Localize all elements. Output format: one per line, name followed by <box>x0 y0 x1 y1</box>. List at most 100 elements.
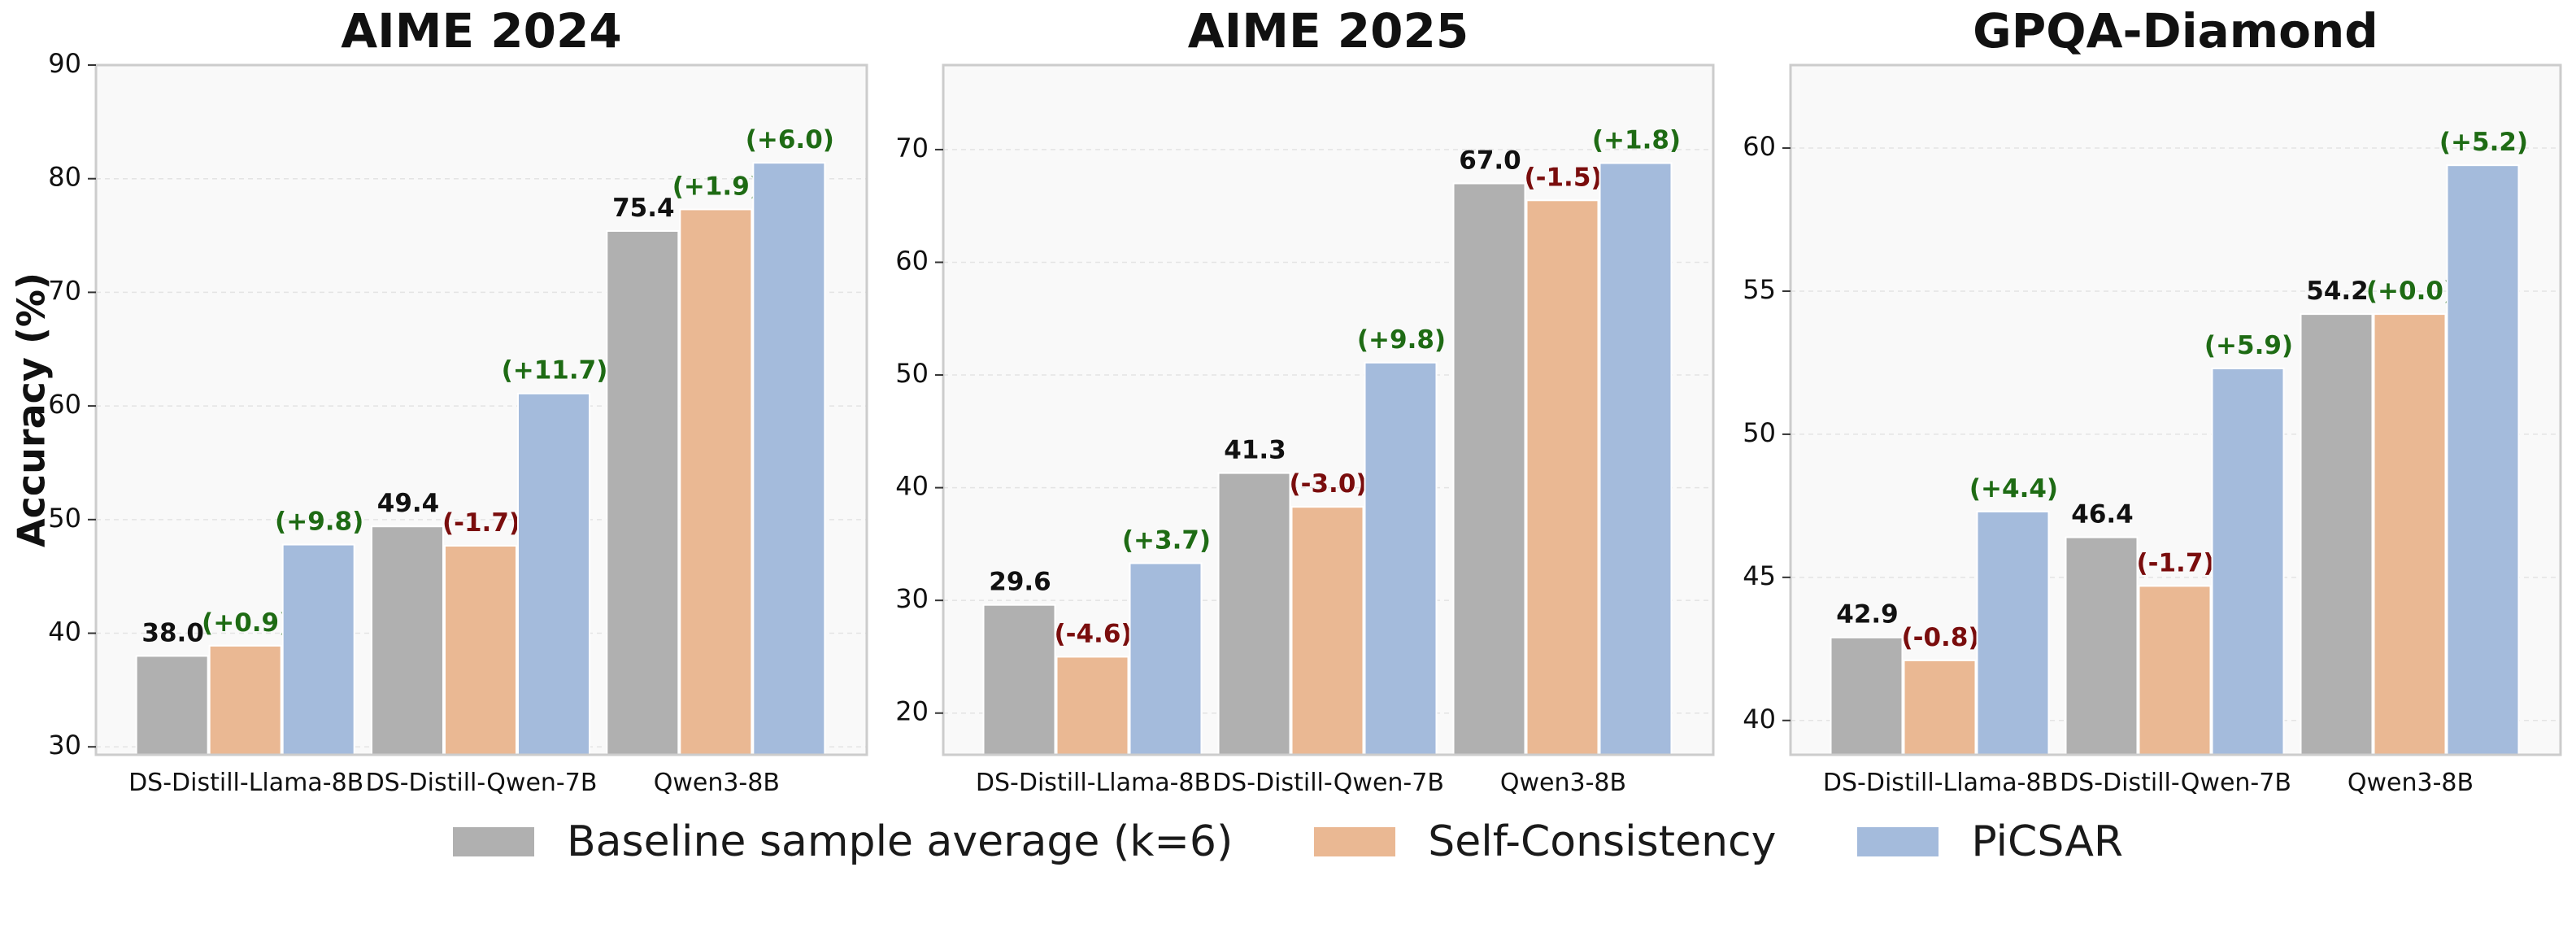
bar-baseline <box>606 229 680 756</box>
y-tick-label: 80 <box>48 162 81 193</box>
data-label: 42.9 <box>1836 600 1899 630</box>
delta-label: (+0.0) <box>2366 277 2455 306</box>
bar-picsar <box>517 392 590 756</box>
x-tick-label: DS-Distill-Qwen-7B <box>1212 769 1444 797</box>
bar-baseline <box>982 604 1056 756</box>
x-tick-label: Qwen3-8B <box>654 769 780 797</box>
legend-item-baseline: Baseline sample average (k=6) <box>452 817 1234 866</box>
delta-label: (+0.9) <box>202 608 290 638</box>
bar-self-consistency <box>679 208 753 756</box>
delta-label: (+9.8) <box>1357 325 1446 355</box>
bar-baseline <box>2065 536 2139 756</box>
y-tick-label: 40 <box>48 617 81 647</box>
y-tick-label: 40 <box>1743 704 1776 734</box>
y-axis-label: Accuracy (%) <box>10 272 54 547</box>
data-label: 67.0 <box>1459 146 1521 175</box>
bar-self-consistency <box>208 644 282 756</box>
delta-label: (+11.7) <box>502 356 608 386</box>
y-tick-label: 60 <box>895 245 929 276</box>
bar-baseline <box>1830 636 1904 756</box>
x-tick-label: Qwen3-8B <box>1500 769 1626 797</box>
y-tick-label: 70 <box>48 275 81 306</box>
bar-picsar <box>752 162 826 756</box>
bar-picsar <box>1129 562 1203 756</box>
data-label: 41.3 <box>1224 436 1286 465</box>
legend: Baseline sample average (k=6) Self-Consi… <box>0 805 2576 878</box>
delta-label: (-0.8) <box>1901 623 1979 652</box>
delta-label: (-1.5) <box>1524 163 1602 192</box>
y-tick-label: 30 <box>48 730 81 760</box>
y-tick-label: 70 <box>895 133 929 163</box>
delta-label: (-1.7) <box>442 508 520 538</box>
x-tick-label: DS-Distill-Llama-8B <box>128 769 363 797</box>
y-tick-label: 45 <box>1743 560 1776 591</box>
y-tick-label: 90 <box>48 48 81 79</box>
x-tick-label: DS-Distill-Llama-8B <box>976 769 1211 797</box>
legend-label-baseline: Baseline sample average (k=6) <box>566 817 1234 866</box>
delta-label: (-4.6) <box>1054 619 1132 648</box>
panel-1: 38.0(+0.9)(+9.8)DS-Distill-Llama-8B49.4(… <box>48 3 868 797</box>
data-label: 38.0 <box>141 618 204 647</box>
x-tick-label: DS-Distill-Qwen-7B <box>2060 769 2291 797</box>
legend-swatch-picsar <box>1857 827 1939 856</box>
plot-frame <box>942 63 1715 756</box>
data-label: 29.6 <box>989 568 1051 597</box>
y-tick-label: 60 <box>1743 131 1776 162</box>
bar-self-consistency <box>1903 659 1977 756</box>
bar-picsar <box>1364 361 1438 756</box>
bar-picsar <box>2211 367 2285 756</box>
bar-self-consistency <box>2373 313 2447 756</box>
panel-title: AIME 2025 <box>1188 3 1469 59</box>
bar-self-consistency <box>1055 656 1129 756</box>
bar-baseline <box>1217 472 1291 756</box>
delta-label: (+1.9) <box>672 172 761 201</box>
bar-self-consistency <box>1525 199 1599 756</box>
bar-baseline <box>1452 182 1526 756</box>
delta-label: (+5.9) <box>2204 331 2293 360</box>
data-label: 46.4 <box>2071 500 2134 529</box>
delta-label: (+5.2) <box>2439 128 2528 157</box>
delta-label: (+9.8) <box>275 508 363 537</box>
bar-baseline <box>2300 313 2374 756</box>
bar-baseline <box>371 525 444 756</box>
y-tick-label: 50 <box>895 358 929 389</box>
legend-item-self-consistency: Self-Consistency <box>1314 817 1776 866</box>
x-tick-label: DS-Distill-Llama-8B <box>1823 769 2058 797</box>
delta-label: (-1.7) <box>2136 548 2214 577</box>
data-label: 54.2 <box>2306 277 2369 306</box>
data-label: 75.4 <box>612 194 675 223</box>
delta-label: (+4.4) <box>1969 474 2058 503</box>
legend-swatch-self-consistency <box>1314 827 1396 856</box>
bar-picsar <box>2446 164 2520 756</box>
delta-label: (-3.0) <box>1289 469 1367 499</box>
x-tick-label: Qwen3-8B <box>2348 769 2474 797</box>
bar-self-consistency <box>444 544 517 756</box>
panel-title: GPQA-Diamond <box>1973 3 2378 59</box>
bar-self-consistency <box>2138 585 2212 756</box>
y-tick-label: 60 <box>48 389 81 420</box>
y-tick-label: 50 <box>48 503 81 534</box>
panel-3: 42.9(-0.8)(+4.4)DS-Distill-Llama-8B46.4(… <box>1743 3 2562 797</box>
plot-frame <box>94 63 868 756</box>
bar-picsar <box>1599 162 1673 756</box>
y-tick-label: 30 <box>895 583 929 614</box>
y-tick-label: 50 <box>1743 417 1776 448</box>
bar-picsar <box>1976 510 2050 756</box>
y-tick-label: 55 <box>1743 274 1776 305</box>
delta-label: (+6.0) <box>746 125 834 155</box>
legend-item-picsar: PiCSAR <box>1857 817 2123 866</box>
delta-label: (+3.7) <box>1122 525 1211 555</box>
data-label: 49.4 <box>377 489 440 518</box>
bar-picsar <box>281 543 355 756</box>
y-tick-label: 40 <box>895 471 929 502</box>
bar-self-consistency <box>1290 506 1364 756</box>
plot-frame <box>1789 63 2562 756</box>
legend-swatch-baseline <box>452 827 534 856</box>
legend-label-self-consistency: Self-Consistency <box>1428 817 1777 866</box>
delta-label: (+1.8) <box>1592 126 1681 155</box>
x-tick-label: DS-Distill-Qwen-7B <box>366 769 598 797</box>
legend-label-picsar: PiCSAR <box>1971 817 2124 866</box>
y-tick-label: 20 <box>895 696 929 727</box>
panel-title: AIME 2024 <box>341 3 621 59</box>
